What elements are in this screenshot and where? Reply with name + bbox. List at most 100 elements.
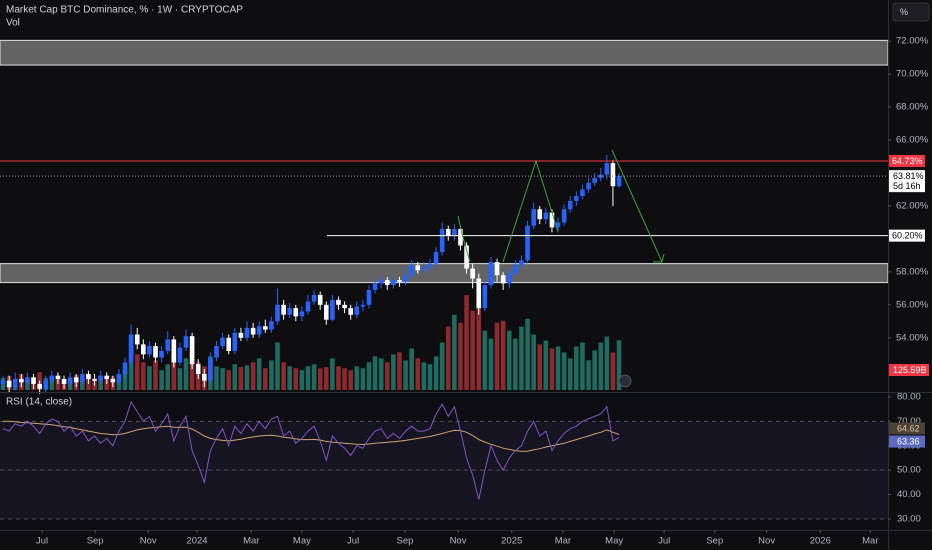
volume-bar xyxy=(317,368,323,390)
x-tick-label: Mar xyxy=(243,536,259,547)
volume-bar xyxy=(409,348,414,390)
volume-bar xyxy=(470,310,475,390)
rsi-tag xyxy=(889,435,925,448)
candle-body xyxy=(263,326,268,330)
candle-body xyxy=(452,229,457,236)
volume-bar xyxy=(275,342,280,390)
candle-body xyxy=(128,334,134,363)
y-tick-label: 30.00 xyxy=(897,514,921,525)
y-tick-label: 70.00 xyxy=(897,416,921,427)
candle-body xyxy=(55,375,61,379)
candle-body xyxy=(531,209,536,226)
candle-body xyxy=(275,304,280,322)
y-tick-label: 80.00 xyxy=(897,391,921,402)
volume-bar xyxy=(287,366,292,390)
volume-bar xyxy=(250,362,256,390)
x-tick-label: Nov xyxy=(450,536,467,547)
x-tick-label: Mar xyxy=(862,536,878,547)
back-layer xyxy=(0,39,889,284)
candle-body xyxy=(342,304,347,309)
rsi-layer xyxy=(0,400,888,520)
candle-body xyxy=(354,306,360,315)
volume-bar xyxy=(598,342,604,390)
volume-bar xyxy=(574,346,579,390)
candle-body xyxy=(0,380,6,384)
candle-body xyxy=(336,299,341,305)
volume-bar xyxy=(549,348,555,390)
volume-bar xyxy=(177,368,183,390)
candle-body xyxy=(281,304,286,315)
candle-body xyxy=(183,336,189,348)
candle-body xyxy=(110,378,116,383)
y-tick-label: 58.00% xyxy=(896,266,929,277)
rsi-tag-label: 64.62 xyxy=(897,423,920,433)
scale-button[interactable] xyxy=(892,2,930,22)
volume-bar xyxy=(293,368,299,390)
candle-body xyxy=(116,374,122,383)
volume-bar xyxy=(263,368,268,390)
candle-body xyxy=(567,201,573,210)
rsi-title: RSI (14, close) xyxy=(6,397,72,408)
candle-body xyxy=(177,347,183,363)
y-tick-label: 72.00% xyxy=(896,36,929,47)
last-price-label: 63.81% xyxy=(893,171,924,181)
volume-bar xyxy=(226,370,232,390)
x-tick-label: Jul xyxy=(347,536,359,547)
zone xyxy=(0,39,889,66)
candle-body xyxy=(592,177,597,183)
candle-body xyxy=(561,209,567,223)
candle-body xyxy=(122,362,128,375)
candle-body xyxy=(208,357,213,381)
candle-body xyxy=(525,225,530,261)
volume-bar xyxy=(183,358,189,390)
candle-body xyxy=(549,212,555,228)
volume-bar xyxy=(616,340,622,390)
candle-body xyxy=(378,280,384,284)
volume-bar xyxy=(415,358,421,390)
candle-body xyxy=(500,275,506,284)
volume-bar xyxy=(537,344,543,390)
x-tick-label: Jul xyxy=(658,536,670,547)
candle-body xyxy=(43,380,49,389)
candle-body xyxy=(67,377,73,384)
volume-bar xyxy=(604,336,610,390)
x-tick-label: 2026 xyxy=(810,536,831,547)
candle-body xyxy=(73,377,79,383)
candle-body xyxy=(372,283,378,291)
candle-body xyxy=(220,337,225,347)
event-icon xyxy=(618,374,632,388)
candle-body xyxy=(147,346,152,355)
rsi-line xyxy=(2,400,620,500)
price-tag xyxy=(889,229,925,242)
volume-bar xyxy=(403,360,408,390)
candle-body xyxy=(482,285,488,309)
candle-body xyxy=(165,339,171,351)
volume-bar xyxy=(543,340,549,390)
volume-bar xyxy=(165,364,171,390)
volume-bar xyxy=(610,352,616,390)
scale-button-label[interactable]: % xyxy=(900,7,908,17)
volume-bar xyxy=(147,366,152,390)
rsi-tag xyxy=(889,422,925,435)
x-tick-label: Sep xyxy=(397,536,414,547)
volume-bar xyxy=(433,356,439,390)
volume-bar xyxy=(336,366,341,390)
candle-body xyxy=(86,374,91,379)
candle-body xyxy=(616,176,622,187)
volume-bar xyxy=(427,364,433,390)
x-tick-label: Nov xyxy=(758,536,775,547)
volume-bar xyxy=(513,338,518,390)
price-tag-label: 64.73% xyxy=(892,156,923,166)
candle-body xyxy=(238,332,244,338)
x-tick-label: 2024 xyxy=(186,536,207,547)
volume-title: Vol xyxy=(6,18,20,29)
candle-body xyxy=(256,326,262,335)
x-tick-label: Mar xyxy=(555,536,571,547)
volume-bar xyxy=(360,368,366,390)
volume-bar xyxy=(561,352,567,390)
x-tick-label: Jul xyxy=(36,536,48,547)
volume-bar xyxy=(214,366,219,390)
volume-bar xyxy=(311,364,317,390)
candle-body xyxy=(19,378,24,383)
